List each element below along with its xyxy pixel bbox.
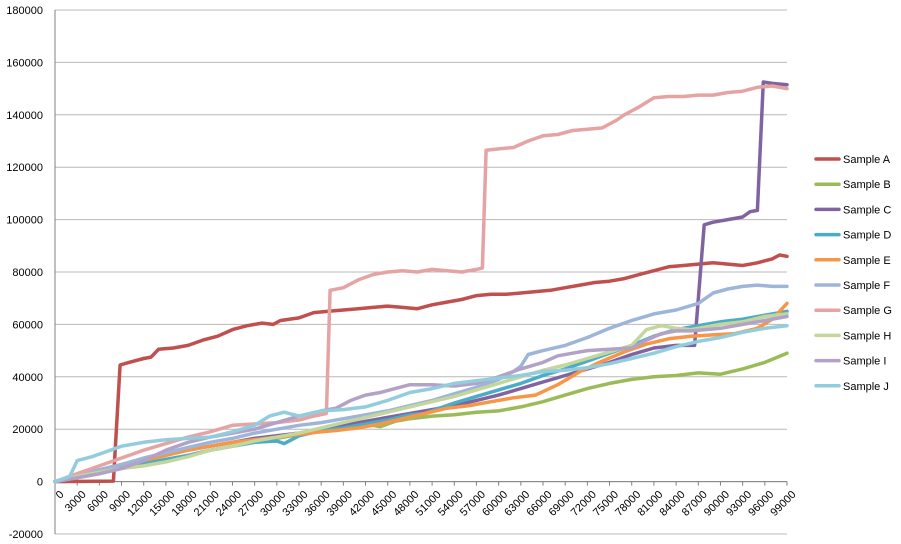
y-axis: -20000 0 20000 40000 60000 80000 100000 120000 1… bbox=[6, 5, 56, 541]
series-line-sample-f bbox=[53, 283, 789, 484]
y-tick-label: 20000 bbox=[12, 424, 43, 436]
legend-label-sample-f: Sample F bbox=[843, 280, 890, 292]
series-line-sample-h bbox=[53, 312, 789, 484]
legend-label-sample-h: Sample H bbox=[843, 330, 891, 342]
legend-label-sample-a: Sample A bbox=[843, 154, 891, 166]
y-tick-label: 80000 bbox=[12, 267, 43, 279]
series-line-sample-i bbox=[53, 314, 789, 484]
y-tick-label: 180000 bbox=[6, 5, 43, 17]
y-tick-label: 0 bbox=[37, 477, 43, 489]
y-tick-label: 120000 bbox=[6, 162, 43, 174]
series-lines bbox=[53, 80, 789, 484]
x-tick-label: 99000 bbox=[768, 489, 798, 519]
series-line-sample-c bbox=[53, 80, 789, 484]
legend-label-sample-d: Sample D bbox=[843, 230, 891, 242]
x-tick-label: 0 bbox=[54, 489, 67, 502]
legend-label-sample-b: Sample B bbox=[843, 179, 891, 191]
y-tick-label: 160000 bbox=[6, 57, 43, 69]
y-tick-label: 100000 bbox=[6, 215, 43, 227]
series-line-sample-g bbox=[53, 84, 789, 484]
y-tick-label: 140000 bbox=[6, 110, 43, 122]
legend-label-sample-j: Sample J bbox=[843, 381, 889, 393]
series-line-sample-j bbox=[53, 323, 789, 484]
legend-label-sample-c: Sample C bbox=[843, 204, 891, 216]
y-tick-label: -20000 bbox=[9, 529, 43, 541]
series-line-sample-e bbox=[53, 301, 789, 484]
x-tick-label: 6000 bbox=[85, 489, 111, 515]
x-tick-label: 3000 bbox=[63, 489, 89, 515]
y-tick-label: 60000 bbox=[12, 319, 43, 331]
series-line-sample-a bbox=[53, 253, 789, 484]
legend: Sample A Sample B Sample C Sample D Sample E… bbox=[814, 154, 892, 393]
legend-label-sample-g: Sample G bbox=[843, 305, 892, 317]
y-tick-label: 40000 bbox=[12, 372, 43, 384]
legend-label-sample-e: Sample E bbox=[843, 255, 891, 267]
x-axis: 0300060009000120001500018000210002400027… bbox=[54, 481, 799, 519]
legend-label-sample-i: Sample I bbox=[843, 356, 886, 368]
